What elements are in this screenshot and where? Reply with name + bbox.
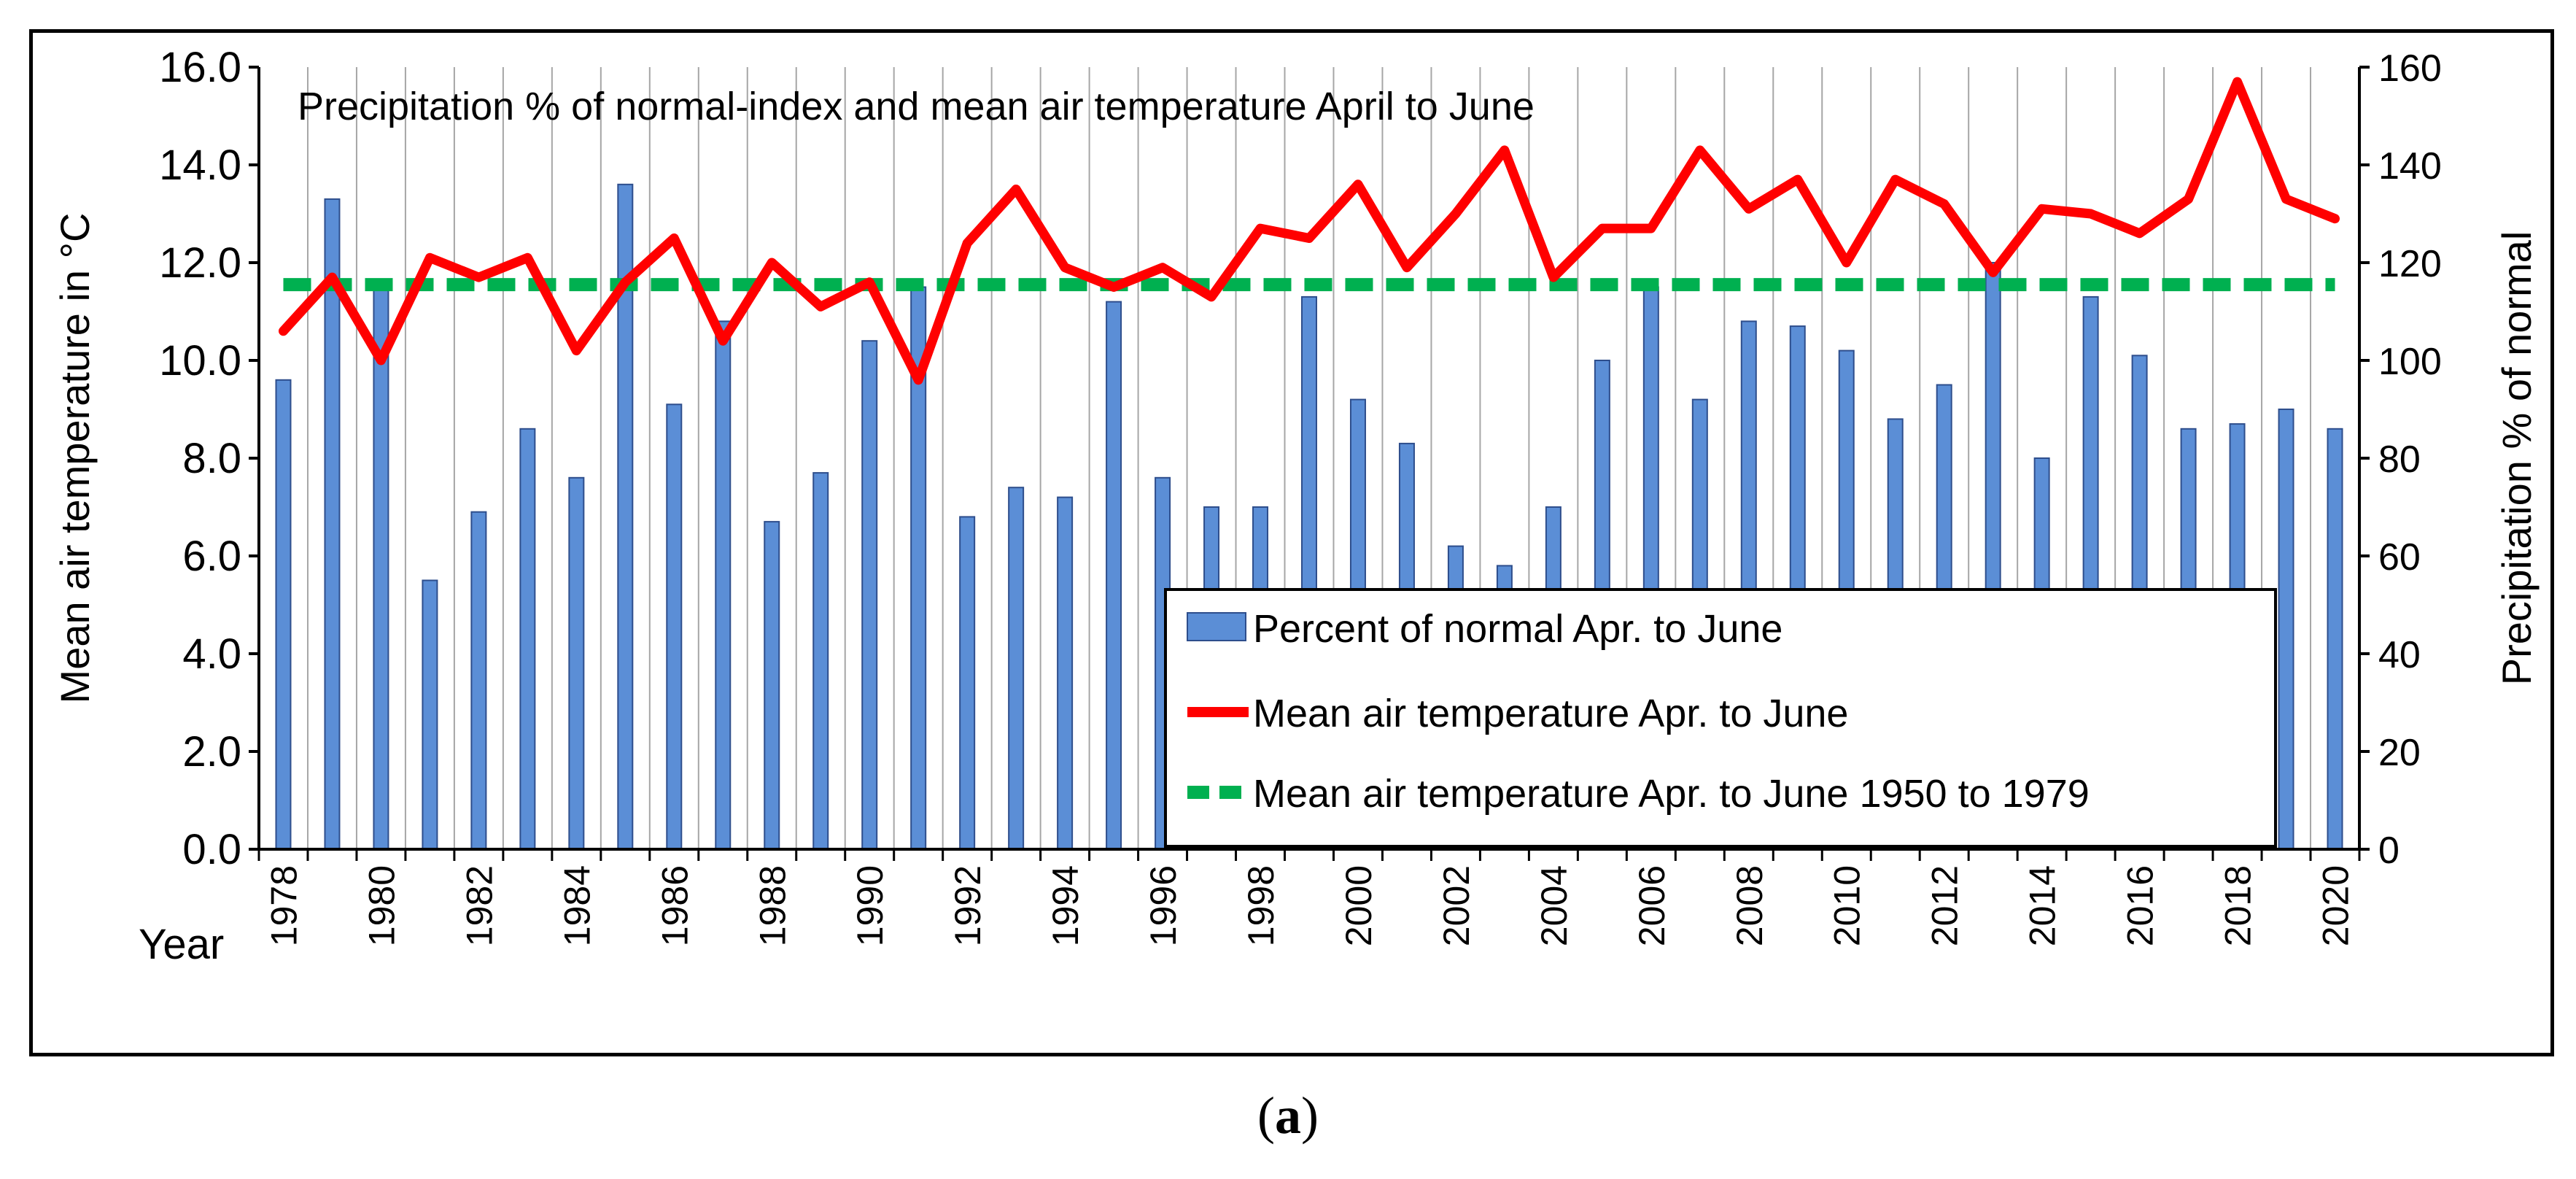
left-tick-label: 6.0 [182, 533, 241, 580]
x-tick-label: 1992 [947, 865, 988, 946]
right-tick-label: 100 [2378, 341, 2442, 383]
x-tick-label: 2004 [1534, 865, 1575, 946]
y-axis-left-label: Mean air temperature in °C [52, 213, 98, 704]
x-tick-label: 2020 [2316, 865, 2356, 946]
left-tick-label: 10.0 [159, 337, 241, 384]
x-tick-label: 1990 [850, 865, 891, 946]
y-axis-right-label: Precipitation % of normal [2494, 231, 2540, 686]
legend-label-bar: Percent of normal Apr. to June [1253, 607, 1782, 651]
right-tick-label: 80 [2378, 438, 2421, 481]
caption-close: ) [1301, 1086, 1319, 1145]
legend-label-line: Mean air temperature Apr. to June [1253, 692, 1848, 735]
chart-canvas: 0.0 2.0 4.0 6.0 8.0 10.0 12.0 14.0 16.0 0 20 40 60 8… [52, 44, 2540, 968]
bar-1995 [1106, 301, 1122, 851]
x-tick-label: 1998 [1241, 865, 1281, 946]
right-tick-label: 120 [2378, 243, 2442, 285]
right-tick-label: 20 [2378, 732, 2421, 774]
caption-open: ( [1257, 1086, 1275, 1145]
bar-1980 [373, 281, 389, 850]
right-tick-label: 60 [2378, 536, 2421, 579]
right-tick-label: 40 [2378, 634, 2421, 676]
bar-1993 [1008, 487, 1025, 850]
x-tick-label: 2002 [1436, 865, 1477, 946]
bar-1987 [715, 320, 732, 850]
x-tick-label: 2016 [2120, 865, 2161, 946]
x-tick-label: 1996 [1143, 865, 1184, 946]
bar-1982 [470, 511, 487, 850]
x-tick-label: 2008 [1729, 865, 1770, 946]
x-tick-label: 2000 [1338, 865, 1379, 946]
x-axis-ticks: 1978 1980 1982 1984 1986 1988 1990 1992 1994 1996… [257, 849, 2361, 946]
x-gridlines [306, 67, 2312, 849]
x-tick-label: 1988 [752, 865, 793, 946]
legend-box [1164, 588, 2277, 848]
x-axis-label: Year [139, 921, 224, 968]
right-tick-label: 140 [2378, 145, 2442, 188]
bar-1981 [422, 579, 438, 850]
right-axis-ticks: 0 20 40 60 80 100 120 140 160 [2359, 47, 2442, 872]
left-tick-label: 16.0 [159, 44, 241, 91]
x-tick-label: 1978 [264, 865, 305, 946]
legend: Percent of normal Apr. to June Mean air … [1164, 588, 2277, 848]
left-tick-label: 2.0 [182, 728, 241, 776]
x-tick-label: 1984 [556, 865, 597, 946]
legend-swatch-bar [1187, 612, 1246, 641]
bar-1992 [959, 516, 976, 851]
bar-1984 [568, 476, 585, 850]
bar-1983 [519, 428, 536, 850]
x-tick-label: 2010 [1827, 865, 1868, 946]
x-tick-label: 1994 [1045, 865, 1086, 946]
left-tick-label: 14.0 [159, 142, 241, 189]
left-tick-label: 0.0 [182, 826, 241, 873]
bar-1990 [861, 340, 878, 850]
right-tick-label: 160 [2378, 47, 2442, 90]
bar-2020 [2327, 428, 2343, 850]
x-tick-label: 2012 [1925, 865, 1966, 946]
bar-1989 [812, 472, 829, 850]
x-tick-label: 2006 [1632, 865, 1672, 946]
right-tick-label: 0 [2378, 830, 2400, 872]
caption-letter: a [1275, 1086, 1301, 1145]
left-axis-ticks: 0.0 2.0 4.0 6.0 8.0 10.0 12.0 14.0 16.0 [159, 44, 259, 873]
x-tick-label: 1986 [654, 865, 695, 946]
bar-1978 [275, 379, 292, 850]
left-tick-label: 4.0 [182, 630, 241, 678]
figure-caption: (a) [0, 1086, 2576, 1146]
x-tick-label: 2018 [2218, 865, 2259, 946]
left-tick-label: 12.0 [159, 239, 241, 287]
bar-1994 [1057, 496, 1074, 850]
bar-1979 [324, 198, 341, 850]
temperature-line [279, 77, 2340, 385]
chart-title: Precipitation % of normal-index and mean… [298, 85, 1535, 128]
left-tick-label: 8.0 [182, 435, 241, 482]
x-tick-label: 1980 [361, 865, 402, 946]
legend-label-reference: Mean air temperature Apr. to June 1950 t… [1253, 772, 2090, 816]
bar-2019 [2278, 409, 2294, 850]
bar-1986 [666, 403, 683, 850]
x-tick-label: 2014 [2022, 865, 2063, 946]
bar-1988 [764, 521, 780, 850]
x-tick-label: 1982 [459, 865, 500, 946]
